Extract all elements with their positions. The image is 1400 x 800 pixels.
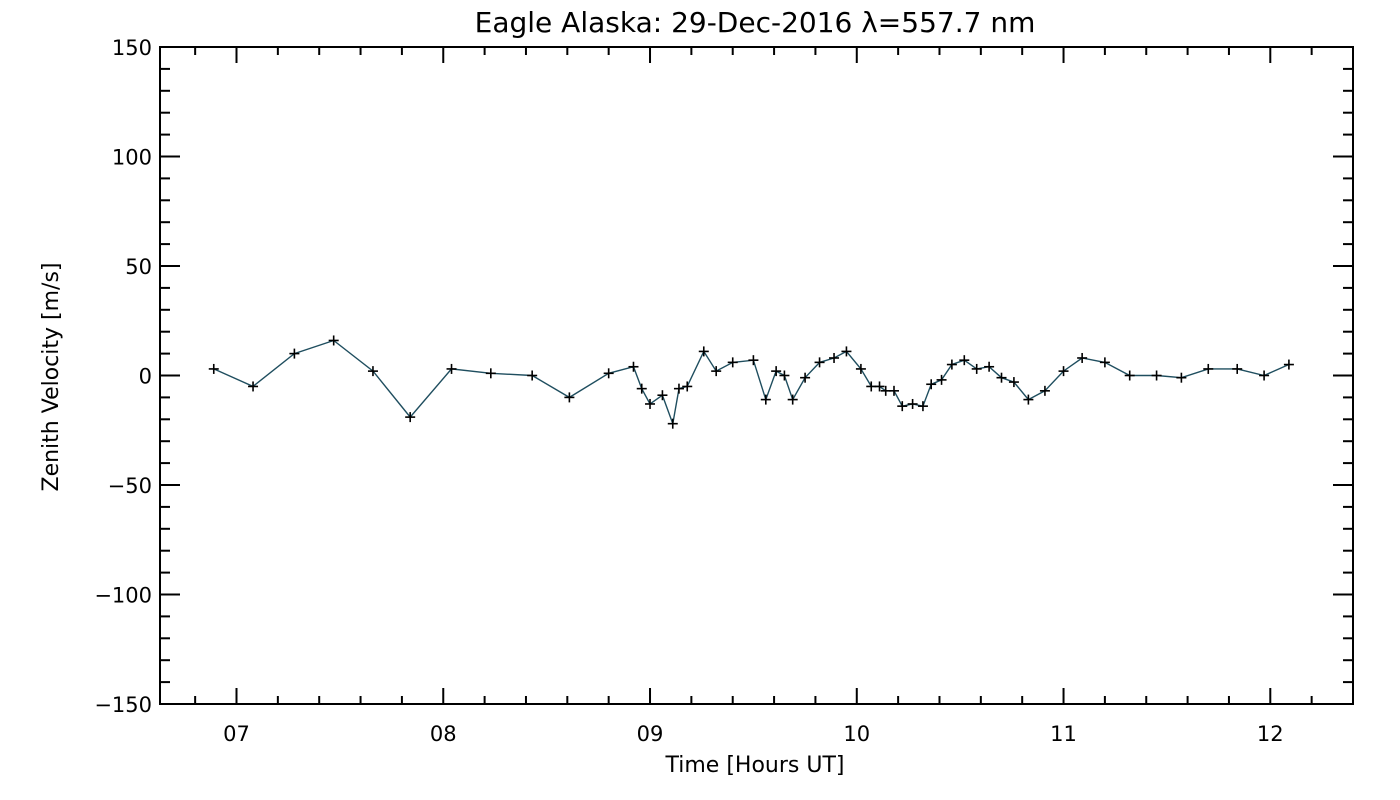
series-line: [213, 339, 1290, 427]
y-tick-label: 150: [112, 36, 152, 60]
data-point: [446, 363, 457, 374]
data-point: [727, 357, 738, 368]
data-point: [771, 366, 782, 377]
data-point: [603, 368, 614, 379]
data-point: [1232, 363, 1243, 374]
axis-ticks: [160, 46, 1354, 705]
data-point: [564, 392, 575, 403]
x-tick-label: 09: [637, 722, 664, 746]
data-point: [946, 359, 957, 370]
x-tick-label: 11: [1050, 722, 1077, 746]
series-line-group: [213, 339, 1290, 427]
data-point: [289, 348, 300, 359]
data-point: [711, 366, 722, 377]
plot-frame: [159, 46, 1354, 705]
data-point: [208, 363, 219, 374]
data-point: [1023, 394, 1034, 405]
y-tick-label: −50: [108, 474, 152, 498]
data-point: [485, 368, 496, 379]
y-tick-label: 100: [112, 146, 152, 170]
data-point: [996, 372, 1007, 383]
data-point: [1283, 359, 1294, 370]
data-point: [917, 401, 928, 412]
data-point: [1039, 385, 1050, 396]
y-tick-label: −150: [94, 693, 152, 717]
data-point: [787, 394, 798, 405]
data-point: [748, 355, 759, 366]
x-tick-labels: 07 08 09 10 11 12: [223, 722, 1284, 746]
data-point: [248, 381, 259, 392]
data-point: [328, 335, 339, 346]
data-point: [1077, 352, 1088, 363]
data-point: [527, 370, 538, 381]
data-point: [1124, 370, 1135, 381]
data-point: [1151, 370, 1162, 381]
data-point: [959, 355, 970, 366]
data-point: [897, 401, 908, 412]
plot-border: [159, 46, 1354, 705]
data-point: [682, 381, 693, 392]
y-tick-label: 50: [125, 255, 152, 279]
y-axis-label: Zenith Velocity [m/s]: [39, 263, 64, 492]
data-point: [628, 361, 639, 372]
data-point: [1008, 377, 1019, 388]
data-point: [367, 366, 378, 377]
data-point: [760, 394, 771, 405]
data-point: [779, 370, 790, 381]
data-point: [971, 363, 982, 374]
data-point: [667, 418, 678, 429]
data-point: [841, 346, 852, 357]
data-point: [829, 352, 840, 363]
data-point: [888, 385, 899, 396]
data-point: [698, 346, 709, 357]
x-tick-label: 10: [843, 722, 870, 746]
data-point: [1176, 372, 1187, 383]
data-point: [855, 363, 866, 374]
data-point: [1058, 366, 1069, 377]
data-point: [1099, 357, 1110, 368]
data-point: [673, 383, 684, 394]
data-markers: [208, 335, 1294, 429]
x-axis-label: Time [Hours UT]: [665, 753, 845, 778]
data-point: [814, 357, 825, 368]
x-tick-label: 08: [430, 722, 457, 746]
data-point: [1259, 370, 1270, 381]
data-point: [1203, 363, 1214, 374]
data-point: [874, 381, 885, 392]
data-point: [645, 398, 656, 409]
x-tick-label: 07: [223, 722, 250, 746]
data-point: [405, 412, 416, 423]
chart-title: Eagle Alaska: 29-Dec-2016 λ=557.7 nm: [475, 6, 1036, 39]
y-tick-labels: 150 100 50 0 −50 −100 −150: [94, 36, 152, 717]
data-point: [800, 372, 811, 383]
data-point: [636, 383, 647, 394]
data-point: [936, 374, 947, 385]
y-tick-label: 0: [139, 365, 152, 389]
x-tick-label: 12: [1257, 722, 1284, 746]
data-point: [907, 398, 918, 409]
data-point: [657, 390, 668, 401]
y-tick-label: −100: [94, 584, 152, 608]
data-point: [984, 361, 995, 372]
data-point: [926, 379, 937, 390]
